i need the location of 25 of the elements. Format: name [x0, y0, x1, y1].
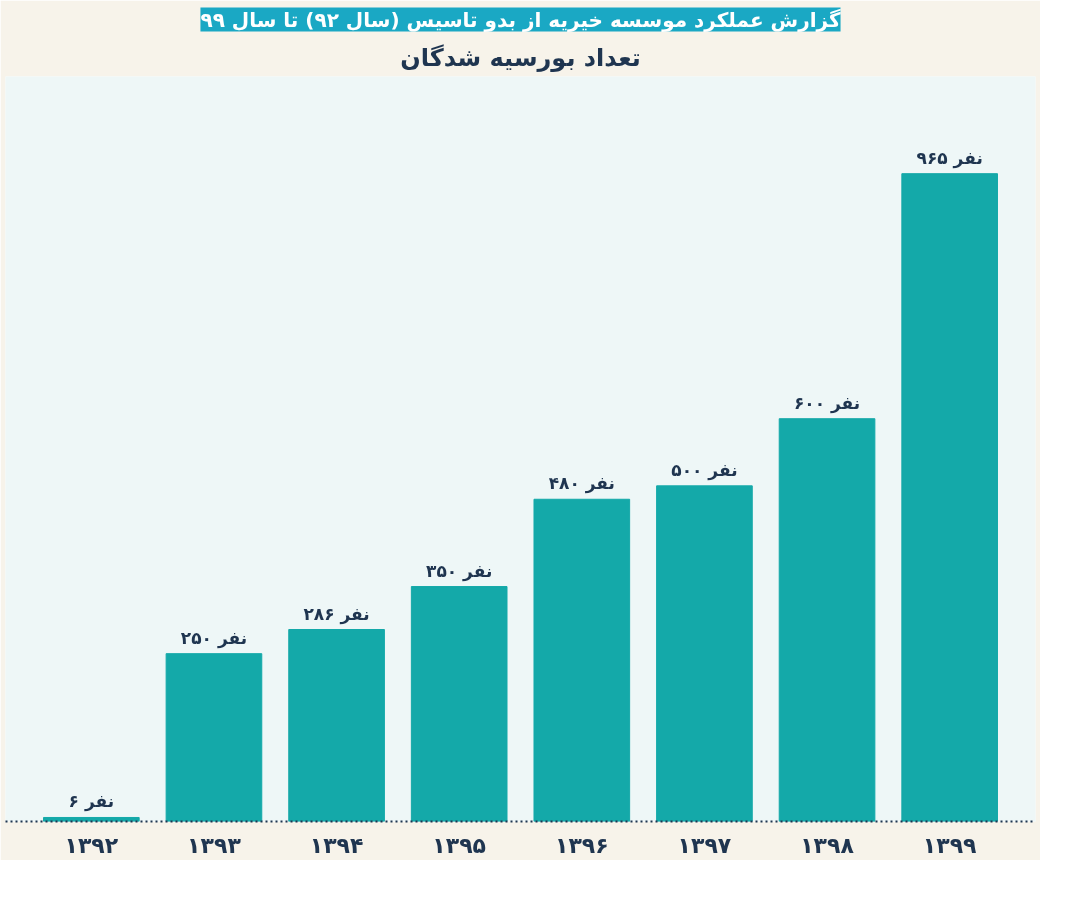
bar [778, 418, 876, 822]
bar [288, 629, 385, 822]
data-label: ۹۶۵ نفر [916, 147, 983, 169]
x-tick-label: ۱۳۹۲ [64, 832, 119, 858]
x-tick-label: ۱۳۹۸ [800, 832, 855, 858]
data-label: ۶۰۰ نفر [793, 392, 861, 414]
x-tick-label: ۱۳۹۵ [432, 832, 487, 858]
chart-subtitle: تعداد بورسیه شدگان [400, 43, 641, 72]
x-tick-label: ۱۳۹۷ [677, 832, 732, 858]
x-tick-label: ۱۳۹۹ [922, 832, 977, 858]
data-label: ۵۰۰ نفر [671, 459, 738, 481]
chart-title: گزارش عملکرد موسسه خیریه از بدو تاسیس (سال ۹۲) تا سال ۹۹ [200, 7, 841, 32]
x-tick-label: ۱۳۹۴ [309, 832, 364, 858]
x-tick-label: ۱۳۹۳ [187, 832, 242, 858]
bar [410, 586, 508, 822]
data-label: ۲۸۶ نفر [303, 603, 370, 625]
data-label: ۳۵۰ نفر [426, 560, 493, 582]
bar [901, 173, 998, 822]
data-label: ۲۵۰ نفر [180, 627, 248, 649]
data-label: ۶ نفر [68, 791, 115, 813]
x-tick-label: ۱۳۹۶ [554, 832, 609, 858]
bar [165, 653, 263, 822]
bar [656, 485, 753, 822]
bar [533, 498, 631, 822]
data-label: ۴۸۰ نفر [548, 473, 615, 495]
